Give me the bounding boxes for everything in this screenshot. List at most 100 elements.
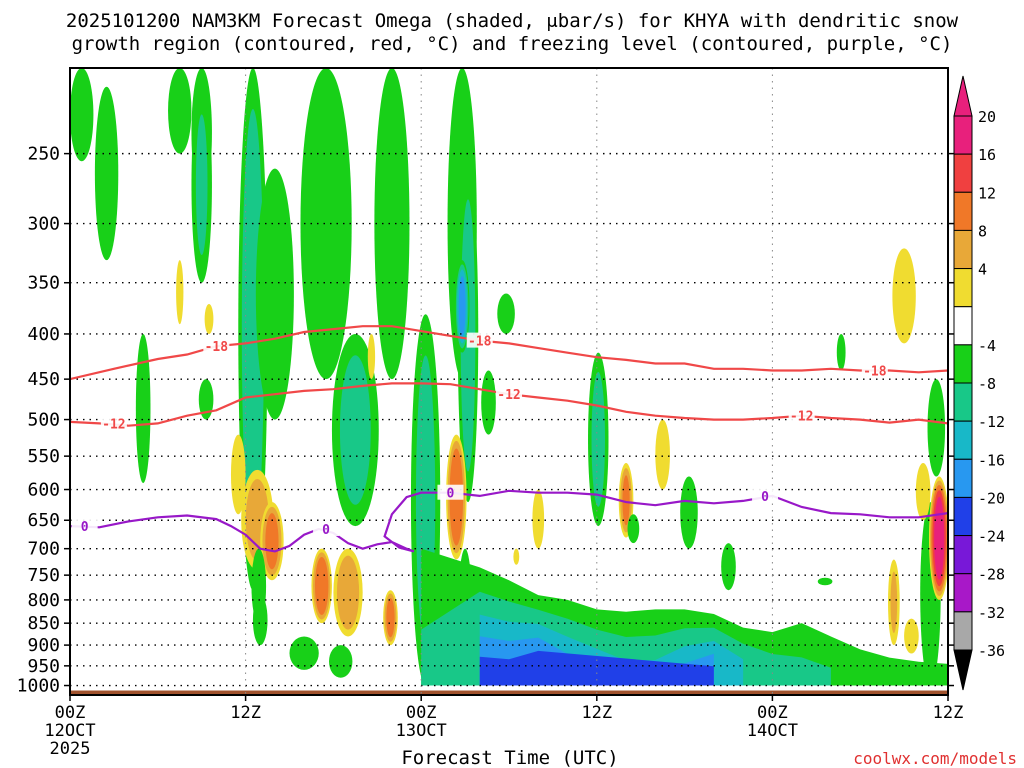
y-tick-label: 900: [27, 635, 60, 656]
y-tick-label: 650: [27, 510, 60, 531]
colorbar-bin: [953, 229, 973, 270]
y-tick-label: 400: [27, 324, 60, 345]
colorbar-label: 20: [978, 108, 996, 126]
contour-label: 0: [761, 490, 769, 505]
omega-contour-fill: [915, 463, 931, 521]
colorbar-label: -28: [978, 566, 1005, 584]
colorbar-bin: [953, 458, 973, 498]
omega-feature-29: [655, 419, 670, 490]
omega-feature-1: [94, 86, 119, 261]
omega-contour-fill: [135, 333, 151, 484]
omega-feature-39: [618, 463, 634, 538]
band-level-fill: [479, 650, 714, 686]
colorbar-label: -12: [978, 413, 1005, 431]
colorbar-bin: [953, 382, 973, 422]
y-tick-label: 850: [27, 613, 60, 634]
omega-contour-fill: [622, 475, 630, 526]
omega-feature-20: [836, 333, 846, 371]
omega-contour-fill: [513, 548, 520, 565]
omega-feature-43: [888, 559, 900, 646]
contour-label-bg: [437, 484, 464, 500]
colorbar-bin: [953, 191, 973, 231]
omega-contour-fill: [198, 379, 214, 420]
x-tick-label: 00Z: [55, 703, 86, 723]
colorbar-label: -24: [978, 528, 1005, 546]
y-tick-label: 950: [27, 656, 60, 677]
y-tick-label: 750: [27, 565, 60, 586]
x-tick-label: 12Z: [933, 703, 964, 723]
colorbar-label: -4: [978, 337, 996, 355]
omega-contour-fill: [300, 68, 352, 380]
colorbar-top-arrow: [953, 75, 973, 117]
omega-feature-42: [928, 476, 948, 600]
omega-feature-41: [915, 463, 931, 521]
y-tick-label: 1000: [17, 676, 60, 697]
omega-feature-27: [289, 636, 319, 670]
omega-feature-22: [680, 476, 698, 549]
colorbar-bottom-arrow: [953, 649, 973, 691]
y-tick-label: 550: [27, 446, 60, 467]
contour-label: -18: [863, 365, 887, 380]
contour-label-bg: [100, 415, 127, 431]
omega-contour-fill: [241, 109, 265, 550]
contour-label-bg: [861, 362, 888, 378]
omega-contour-fill: [94, 86, 119, 261]
omega-feature-31: [513, 548, 520, 565]
colorbar-label: -20: [978, 489, 1005, 507]
omega-feature-21: [927, 379, 946, 477]
colorbar-label: -16: [978, 451, 1005, 469]
contour-label: -18: [205, 340, 229, 355]
omega-feature-5: [198, 379, 214, 420]
colorbar-label: -8: [978, 375, 996, 393]
omega-contour-fill: [374, 68, 410, 380]
chart-title-line-2: growth region (contoured, red, °C) and f…: [72, 33, 953, 55]
colorbar-bin: [953, 496, 973, 537]
omega-feature-40: [892, 248, 916, 344]
colorbar-label: -32: [978, 604, 1005, 622]
omega-feature-34: [260, 502, 284, 581]
omega-feature-17: [497, 293, 515, 334]
omega-feature-47: [251, 548, 267, 624]
omega-shading: [70, 68, 948, 695]
colorbar-label: 16: [978, 146, 996, 164]
omega-feature-30: [532, 489, 545, 549]
y-tick-label: 300: [27, 214, 60, 235]
colorbar-bin: [953, 611, 973, 651]
omega-feature-12: [374, 68, 410, 380]
colorbar-bin: [953, 573, 973, 613]
omega-contour-fill: [627, 514, 640, 544]
omega-contour-fill: [497, 293, 515, 334]
omega-contour-fill: [458, 276, 466, 337]
contour-label: -18: [468, 335, 492, 350]
omega-contour-fill: [314, 556, 329, 615]
colorbar-bin: [953, 420, 973, 460]
omega-contour-fill: [230, 434, 246, 515]
omega-feature-16: [454, 260, 470, 353]
omega-contour-fill: [195, 114, 208, 256]
omega-contour-fill: [892, 248, 916, 344]
omega-fields: [70, 68, 948, 695]
colorbar-label: 4: [978, 261, 987, 279]
axes: 2503003504004505005506006507007508008509…: [17, 67, 964, 759]
omega-contour-fill: [655, 419, 670, 490]
x-tick-date: 14OCT: [747, 721, 798, 741]
contour-label: 0: [81, 520, 89, 535]
omega-feature-11: [331, 333, 379, 527]
omega-contour-fill: [680, 476, 698, 549]
colorbar: 20 16 12 8 4 -4 -8 -12 -16 -20 -24 -28 -32 -36: [953, 75, 1005, 691]
omega-feature-37: [383, 590, 398, 646]
omega-contour-fill: [904, 618, 919, 654]
omega-contour-fill: [532, 489, 545, 549]
colorbar-label: 12: [978, 184, 996, 202]
colorbar-bin: [953, 115, 973, 155]
omega-feature-24: [817, 577, 833, 586]
omega-contour-fill: [591, 371, 606, 507]
omega-feature-36: [333, 548, 363, 637]
x-tick-label: 00Z: [757, 703, 788, 723]
ground-fill: [70, 690, 948, 695]
omega-contour-fill: [204, 304, 214, 334]
colorbar-bin: [953, 268, 973, 308]
omega-feature-2: [135, 333, 151, 484]
omega-feature-18: [481, 370, 496, 435]
